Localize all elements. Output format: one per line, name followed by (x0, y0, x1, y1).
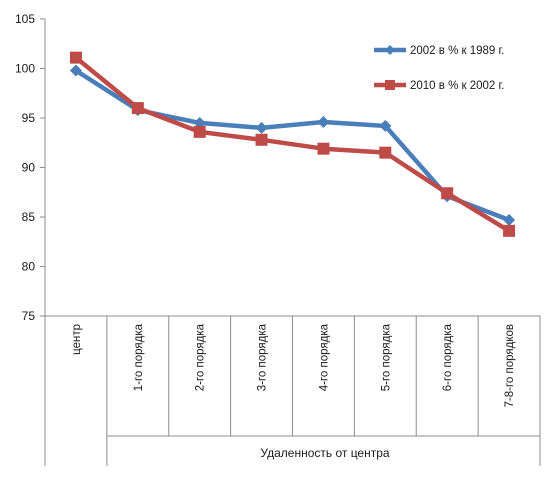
axes (44, 19, 541, 466)
data-point (255, 121, 268, 134)
x-tick-label: центр (71, 324, 83, 355)
y-tick-label: 75 (22, 309, 36, 323)
data-point (317, 142, 330, 155)
y-axis-ticks: 75 80 85 90 95 100 105 (15, 12, 45, 323)
x-tick-label: 7-8-го порядков (504, 324, 516, 407)
data-point (503, 213, 516, 226)
legend: 2002 в % к 1989 г. 2010 в % к 2002 г. (374, 45, 505, 92)
data-point (69, 64, 82, 77)
x-tick-label: 4-го порядка (318, 323, 330, 391)
data-point (379, 146, 392, 159)
data-point (69, 51, 82, 64)
y-tick-label: 100 (15, 62, 35, 76)
data-point (131, 102, 144, 115)
data-point (379, 119, 392, 132)
data-point (441, 187, 454, 200)
legend-label: 2002 в % к 1989 г. (410, 45, 505, 57)
data-point (255, 133, 268, 146)
x-tick-label: 1-го порядка (133, 323, 145, 391)
y-tick-label: 90 (22, 161, 36, 175)
x-tick-label: 3-го порядка (257, 323, 269, 391)
series-layer (69, 51, 516, 237)
y-tick-label: 95 (22, 111, 36, 125)
legend-marker (385, 80, 395, 90)
x-tick-label: 2-го порядка (195, 323, 207, 391)
legend-label: 2010 в % к 2002 г. (410, 80, 505, 92)
x-axis-title: Удаленность от центра (260, 446, 389, 460)
data-point (317, 115, 330, 128)
y-tick-label: 80 (22, 260, 36, 274)
legend-marker (385, 45, 395, 55)
y-tick-label: 85 (22, 210, 36, 224)
x-axis-categories: центр 1-го порядка 2-го порядка 3-го порядк… (71, 323, 516, 407)
y-tick-label: 105 (15, 12, 35, 26)
data-point (503, 224, 516, 237)
series-line-2 (73, 55, 512, 234)
data-point (193, 125, 206, 138)
x-tick-label: 5-го порядка (380, 323, 392, 391)
x-tick-label: 6-го порядка (442, 323, 454, 391)
